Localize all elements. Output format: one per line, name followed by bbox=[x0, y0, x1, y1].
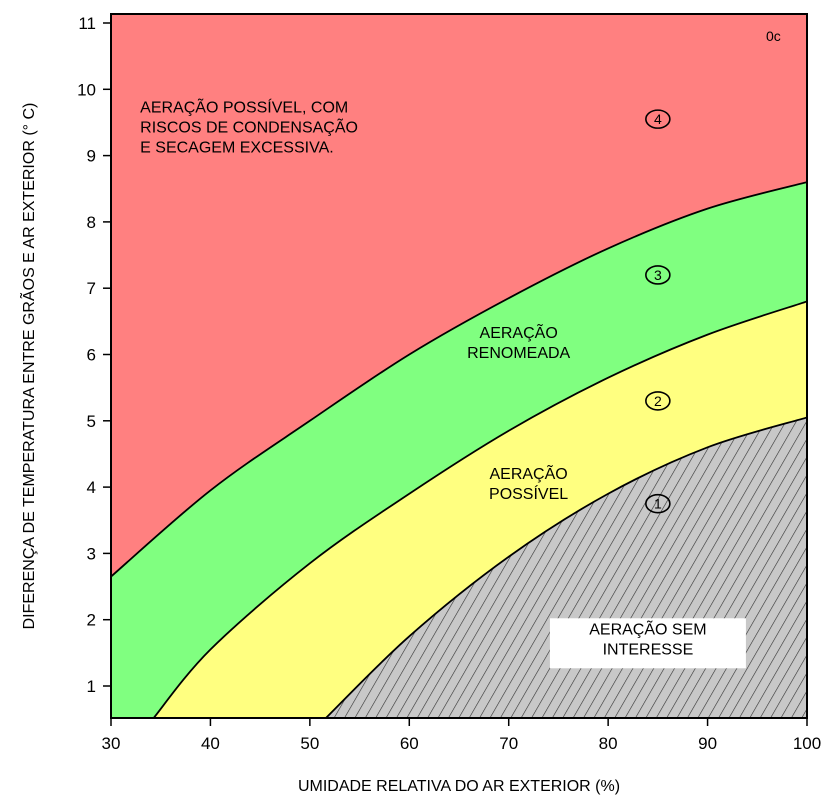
x-tick-label: 50 bbox=[300, 734, 319, 753]
zone-number-circle bbox=[645, 265, 671, 285]
y-tick-label: 9 bbox=[87, 147, 96, 166]
zone-number-circle bbox=[645, 493, 671, 514]
boundary-line-1-2 bbox=[324, 416, 807, 718]
boundary-line-3-4 bbox=[111, 181, 807, 578]
y-axis-title: DIFERENÇA DE TEMPERATURA ENTRE GRÃOS E A… bbox=[18, 103, 38, 630]
region-label-zone-4: AERAÇÃO POSSÍVEL, COM RISCOS DE CONDENSAÇ… bbox=[140, 97, 358, 157]
zone-number-marker-1: 1 bbox=[645, 493, 671, 514]
y-tick-label: 4 bbox=[87, 478, 96, 497]
y-tick-label: 7 bbox=[87, 279, 96, 298]
boundaries-layer bbox=[111, 181, 807, 718]
zone-number-circle bbox=[645, 391, 671, 411]
region-label-line: INTERESSE bbox=[603, 641, 694, 658]
y-tick-label: 6 bbox=[87, 346, 96, 365]
x-tick-label: 60 bbox=[400, 734, 419, 753]
zone-number-label: 1 bbox=[654, 496, 662, 512]
x-tick-label: 30 bbox=[102, 734, 121, 753]
ticks-layer: 30 40 50 60 70 80 90 100 1 2 3 4 5 6 7 8 9 10 11 bbox=[77, 14, 821, 753]
region-label-zone-2: AERAÇÃO POSSÍVEL bbox=[489, 463, 568, 503]
boundary-line-2-3 bbox=[152, 300, 807, 718]
y-tick-label: 8 bbox=[87, 213, 96, 232]
region-label-line: AERAÇÃO bbox=[489, 463, 567, 483]
zone-number-label: 2 bbox=[654, 393, 662, 409]
x-axis-title: UMIDADE RELATIVA DO AR EXTERIOR (%) bbox=[298, 778, 620, 795]
zone-number-label: 4 bbox=[654, 111, 662, 127]
x-tick-label: 100 bbox=[793, 734, 821, 753]
zone-number-marker-2: 2 bbox=[645, 391, 671, 411]
region-label-line: AERAÇÃO SEM bbox=[589, 618, 706, 638]
zone-number-marker-4: 4 bbox=[645, 109, 671, 129]
plot-frame bbox=[110, 13, 808, 719]
y-tick-label: 5 bbox=[87, 412, 96, 431]
zone-number-marker-3: 3 bbox=[645, 265, 671, 285]
y-tick-label: 2 bbox=[87, 611, 96, 630]
region-label-line: RENOMEADA bbox=[467, 345, 570, 362]
region-label-line: AERAÇÃO bbox=[480, 322, 558, 342]
region-label-line: E SECAGEM EXCESSIVA. bbox=[140, 140, 334, 157]
corner-unit-label: 0c bbox=[766, 28, 781, 44]
y-tick-label: 3 bbox=[87, 544, 96, 563]
y-tick-label: 10 bbox=[77, 80, 96, 99]
y-tick-label: 1 bbox=[87, 677, 96, 696]
x-tick-label: 80 bbox=[599, 734, 618, 753]
x-tick-label: 40 bbox=[201, 734, 220, 753]
zone-number-label: 3 bbox=[654, 267, 662, 283]
y-tick-label: 11 bbox=[78, 14, 96, 33]
region-label-line: POSSÍVEL bbox=[489, 484, 568, 503]
x-tick-label: 90 bbox=[698, 734, 717, 753]
zone-1-label-box bbox=[549, 618, 746, 669]
region-label-zone-1: AERAÇÃO SEM INTERESSE bbox=[589, 618, 706, 658]
zone-number-circle bbox=[645, 109, 671, 129]
region-label-line: AERAÇÃO POSSÍVEL, COM bbox=[140, 97, 348, 117]
region-label-zone-3: AERAÇÃO RENOMEADA bbox=[467, 322, 570, 362]
x-tick-label: 70 bbox=[499, 734, 518, 753]
region-label-line: RISCOS DE CONDENSAÇÃO bbox=[140, 117, 358, 137]
